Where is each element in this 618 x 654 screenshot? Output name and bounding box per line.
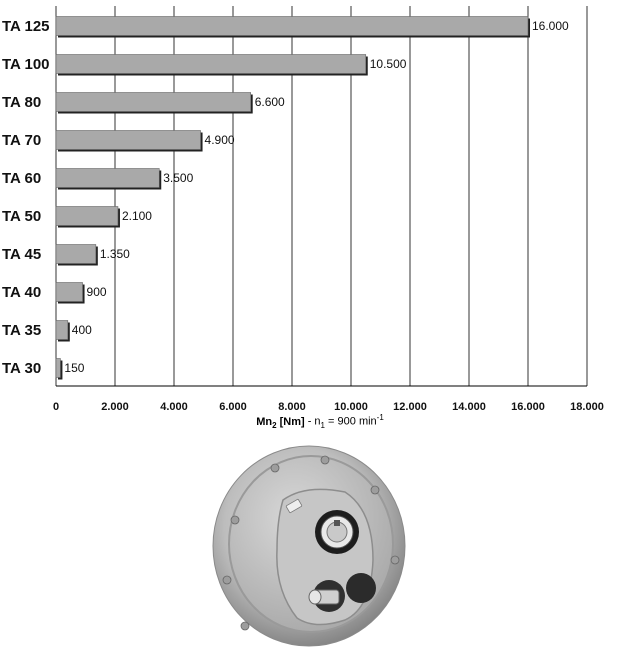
category-label: TA 45 (2, 246, 41, 263)
category-label: TA 30 (2, 360, 41, 377)
value-label: 1.350 (100, 247, 130, 261)
x-tick-label: 18.000 (570, 401, 604, 410)
bar-rect (55, 16, 529, 36)
bar-rect (55, 92, 251, 112)
category-label: TA 70 (2, 132, 41, 149)
x-tick-label: 2.000 (101, 401, 129, 410)
input-shaft (308, 580, 345, 612)
bar-rect (55, 244, 97, 264)
x-tick-label: 4.000 (160, 401, 188, 410)
bar-4 (55, 168, 162, 190)
gearbox-product-image (212, 445, 406, 647)
output-hub (315, 510, 359, 554)
x-tick-label: 10.000 (334, 401, 368, 410)
bar-rect (55, 130, 201, 150)
value-label: 4.900 (205, 133, 235, 147)
category-label: TA 35 (2, 322, 41, 339)
bar-1 (55, 54, 368, 76)
x-tick-label: 0 (53, 401, 59, 410)
bars (55, 16, 530, 380)
x-tick-label: 14.000 (452, 401, 486, 410)
bar-rect (55, 206, 119, 226)
category-label: TA 60 (2, 170, 41, 187)
bar-7 (55, 282, 85, 304)
bar-rect (55, 168, 160, 188)
nameplate (285, 499, 303, 513)
value-labels: 16.000 10.500 6.600 4.900 3.500 2.100 1.350 900… (64, 19, 569, 375)
value-label: 900 (87, 285, 107, 299)
x-tick-label: 6.000 (219, 401, 247, 410)
value-label: 150 (64, 361, 84, 375)
x-tick-labels: 0 2.000 4.000 6.000 8.000 10.000 12.000 14.000 1… (53, 401, 604, 410)
bar-rect (55, 358, 61, 378)
x-label-mn: Mn (256, 415, 273, 428)
bar-chart: TA 125 TA 100 TA 80 TA 70 TA 60 TA 50 TA 45 TA … (2, 6, 604, 410)
bar-0 (55, 16, 530, 38)
category-label: TA 40 (2, 284, 41, 301)
x-label-eq: = 900 min (325, 415, 377, 428)
x-label-n-sub: 1 (320, 420, 325, 430)
housing-bolts (222, 455, 400, 631)
x-tick-label: 8.000 (278, 401, 306, 410)
x-tick-label: 12.000 (393, 401, 427, 410)
value-label: 16.000 (532, 19, 569, 33)
x-axis-label: Mn2 [Nm] - n1 = 900 min-1 (0, 413, 618, 430)
x-label-mn-sub: 2 (272, 420, 277, 430)
category-label: TA 125 (2, 18, 50, 35)
value-label: 6.600 (255, 95, 285, 109)
x-label-rest: - n (304, 415, 321, 428)
bar-8 (55, 320, 70, 342)
x-tick-label: 16.000 (511, 401, 545, 410)
category-labels: TA 125 TA 100 TA 80 TA 70 TA 60 TA 50 TA 45 TA … (2, 18, 50, 377)
bar-2 (55, 92, 253, 114)
bar-rect (55, 54, 367, 74)
bar-rect (55, 320, 69, 340)
bar-3 (55, 130, 203, 152)
plug-cover (346, 573, 376, 603)
x-label-sup: -1 (376, 413, 384, 422)
value-label: 2.100 (122, 209, 152, 223)
value-label: 10.500 (370, 57, 407, 71)
value-label: 3.500 (163, 171, 193, 185)
x-label-unit: [Nm] (276, 415, 305, 428)
value-label: 400 (72, 323, 92, 337)
bar-rect (55, 282, 83, 302)
category-label: TA 80 (2, 94, 41, 111)
category-label: TA 50 (2, 208, 41, 225)
bar-9 (55, 358, 63, 380)
bar-5 (55, 206, 120, 228)
bar-6 (55, 244, 98, 266)
category-label: TA 100 (2, 56, 50, 73)
